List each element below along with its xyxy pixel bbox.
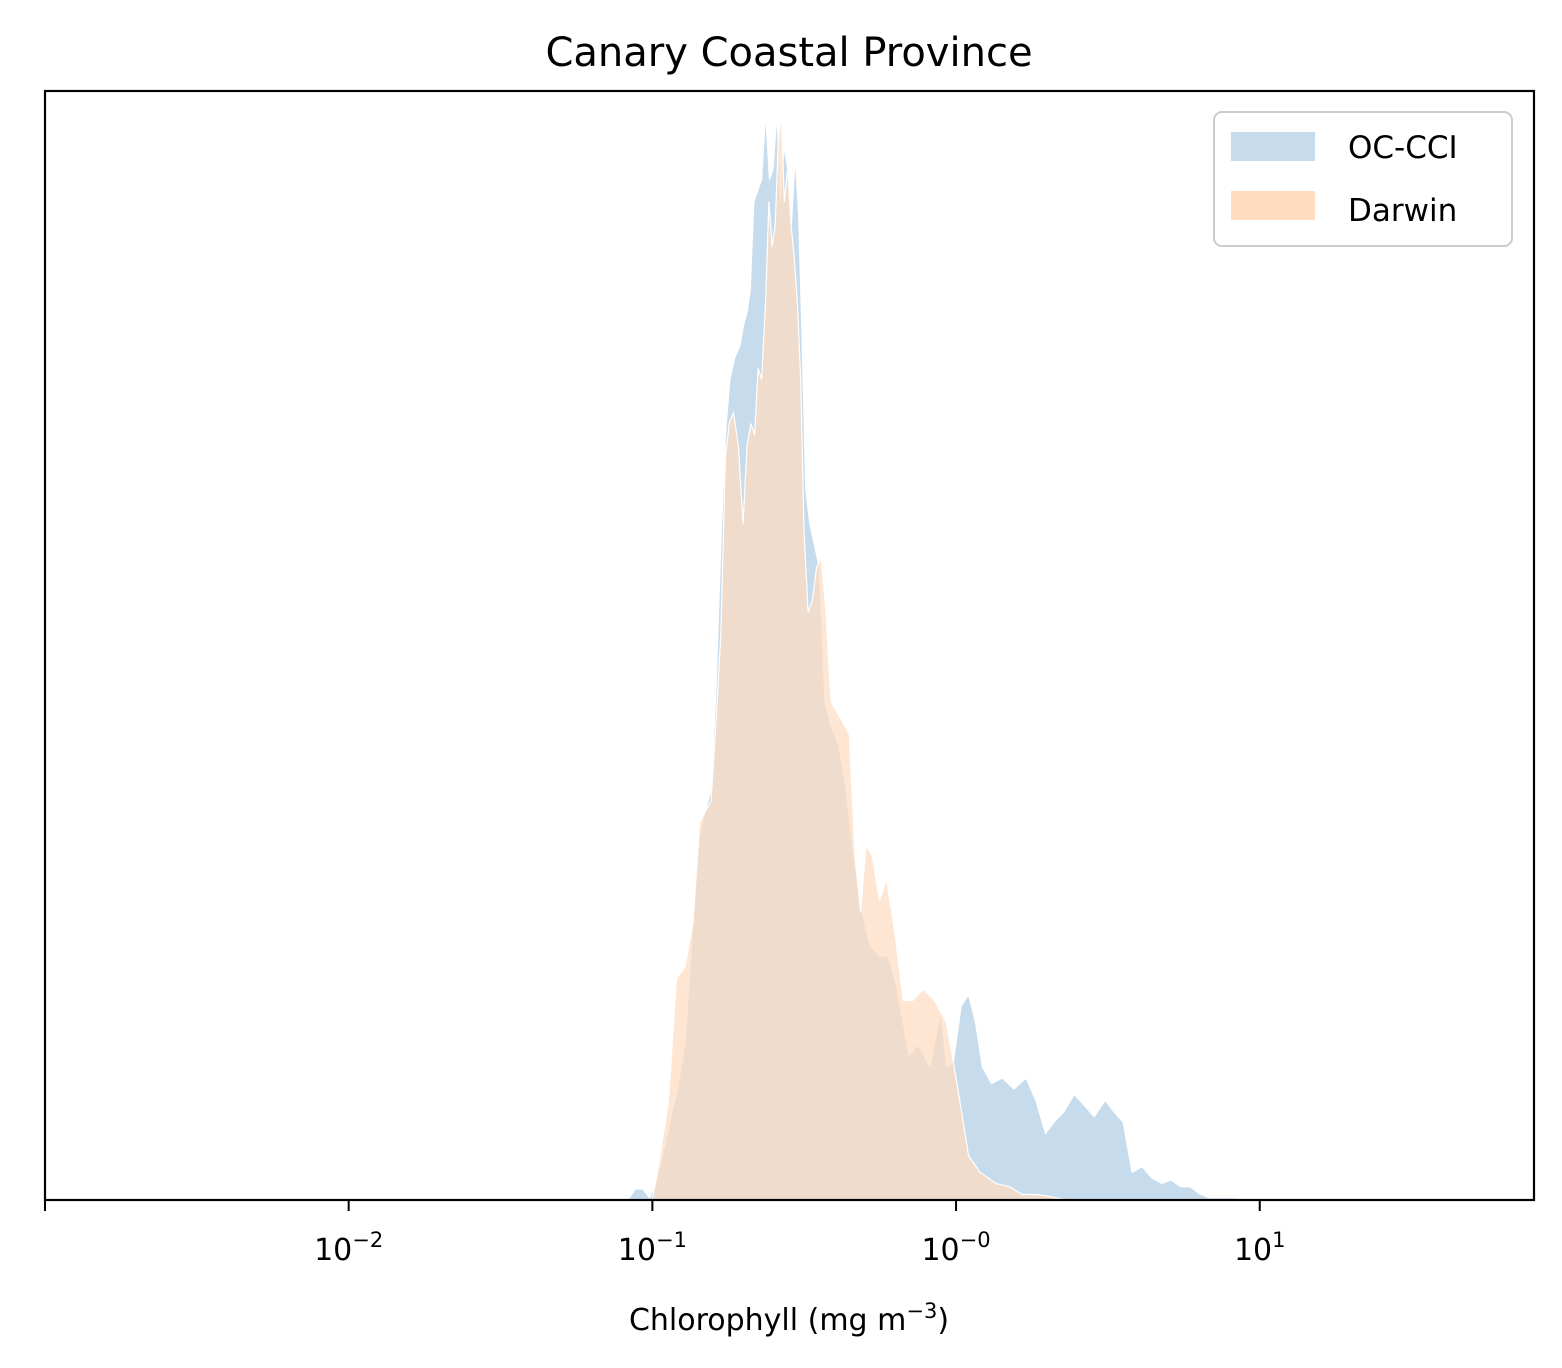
plot-area bbox=[627, 112, 1261, 1201]
x-axis-label: Chlorophyll (mg m−3) bbox=[629, 1299, 949, 1338]
legend: OC-CCI Darwin bbox=[1213, 111, 1513, 247]
x-tick-label: 10−1 bbox=[618, 1228, 687, 1268]
x-tick-label: 10−2 bbox=[314, 1228, 383, 1268]
legend-label-darwin: Darwin bbox=[1348, 193, 1457, 229]
legend-label-oc-cci: OC-CCI bbox=[1348, 130, 1458, 166]
x-axis-label-suffix: ) bbox=[937, 1303, 949, 1338]
legend-swatch-darwin bbox=[1231, 191, 1315, 220]
x-axis-ticks: 10−2 10−1 10−0 101 bbox=[44, 1200, 1286, 1268]
x-axis-label-main: Chlorophyll (mg m bbox=[629, 1303, 906, 1338]
legend-swatch-oc-cci bbox=[1231, 132, 1315, 161]
axes-frame bbox=[43, 89, 1536, 1202]
x-axis-label-exponent: −3 bbox=[906, 1299, 937, 1323]
chart-title: Canary Coastal Province bbox=[545, 30, 1032, 76]
x-tick-label: 10−0 bbox=[921, 1228, 990, 1268]
series-area-darwin bbox=[651, 112, 1067, 1201]
x-tick-label: 101 bbox=[1234, 1228, 1286, 1268]
